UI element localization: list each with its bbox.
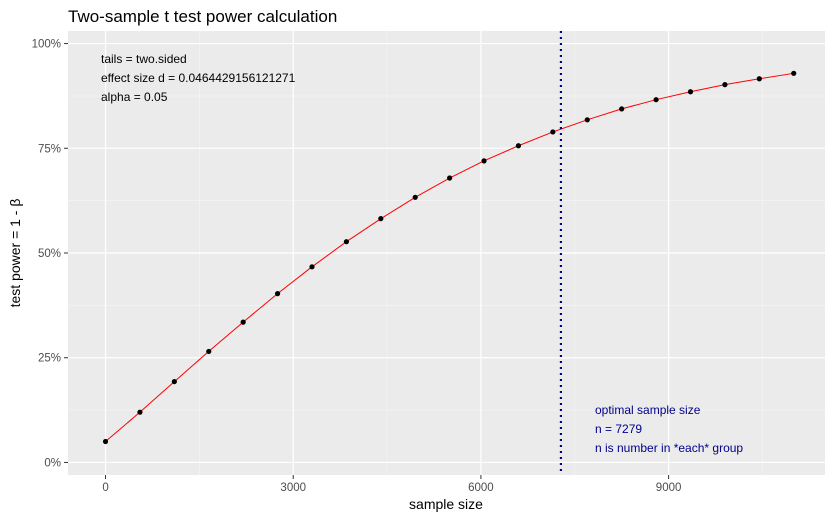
power-point <box>481 158 487 164</box>
params-annotation: tails = two.sided effect size d = 0.0464… <box>101 52 296 104</box>
annotation-optimal-n: n = 7279 <box>595 422 642 436</box>
power-point <box>274 291 281 297</box>
power-point <box>687 89 694 95</box>
y-axis-label: test power = 1 - β <box>7 199 23 308</box>
power-point <box>550 129 556 135</box>
chart-title: Two-sample t test power calculation <box>68 7 337 26</box>
power-point <box>171 378 177 385</box>
power-point <box>309 264 315 270</box>
power-point <box>343 239 350 245</box>
power-point <box>137 409 143 415</box>
y-tick-label: 50% <box>38 248 61 260</box>
annotation-effect-size: effect size d = 0.0464429156121271 <box>101 71 296 85</box>
x-tick-label: 6000 <box>468 482 494 494</box>
power-point <box>240 319 246 325</box>
power-point <box>447 175 453 181</box>
x-tick-label: 3000 <box>280 482 306 494</box>
annotation-optimal-note: n is number in *each* group <box>595 441 743 455</box>
annotation-optimal-title: optimal sample size <box>595 403 701 417</box>
power-point <box>584 117 590 123</box>
power-point <box>378 216 384 222</box>
power-series <box>102 70 797 445</box>
annotation-alpha: alpha = 0.05 <box>101 90 168 104</box>
power-point <box>619 106 625 112</box>
y-tick-label: 100% <box>32 39 61 51</box>
power-point <box>412 194 418 200</box>
x-tick-label: 0 <box>102 482 108 494</box>
x-axis-label: sample size <box>409 496 483 512</box>
power-point <box>756 76 762 82</box>
annotation-tails: tails = two.sided <box>101 52 187 66</box>
optimal-annotation: optimal sample size n = 7279 n is number… <box>595 403 743 455</box>
power-point <box>515 143 522 149</box>
x-tick-label: 9000 <box>656 482 682 494</box>
y-tick-label: 25% <box>38 353 61 365</box>
grid-major <box>68 31 825 475</box>
axis-ticks: 0 3000 6000 9000 0% 25% 50% 75% 100% <box>32 39 682 494</box>
y-tick-label: 75% <box>38 143 61 155</box>
power-point <box>206 348 212 355</box>
power-point <box>722 82 728 88</box>
y-tick-label: 0% <box>44 457 61 469</box>
power-point <box>791 70 797 76</box>
power-point <box>653 97 659 103</box>
power-point <box>102 438 109 445</box>
